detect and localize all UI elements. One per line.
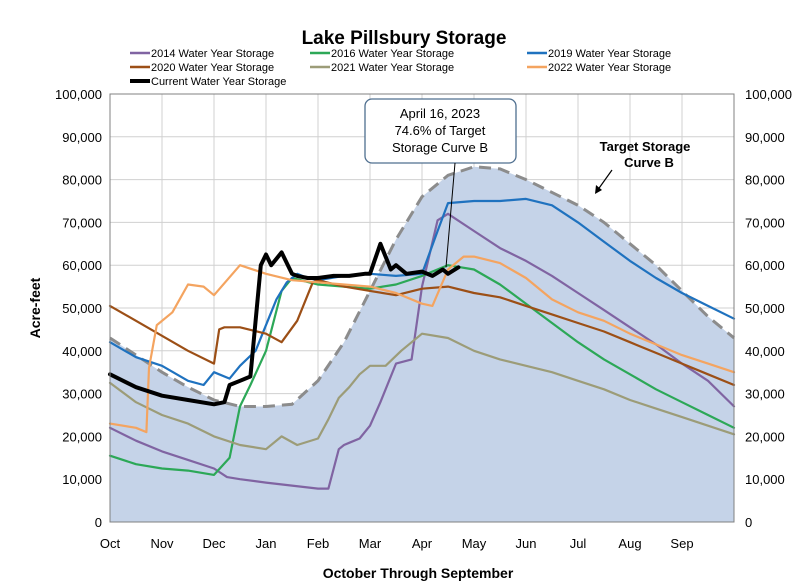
y-tick-label-right: 30,000 [745, 387, 785, 402]
x-tick-label-oct: Oct [100, 536, 121, 551]
series-line-2021-water-year-storage [108, 332, 736, 451]
chart-title: Lake Pillsbury Storage [302, 28, 507, 49]
y-tick-label-left: 10,000 [62, 472, 102, 487]
series-line-2022-water-year-storage [108, 255, 736, 434]
y-tick-label-left: 50,000 [62, 301, 102, 316]
legend-label: 2020 Water Year Storage [151, 62, 274, 74]
legend-label: 2019 Water Year Storage [548, 48, 671, 60]
y-tick-label-left: 40,000 [62, 344, 102, 359]
target-label-line-1: Target Storage [600, 139, 691, 154]
y-tick-label-left: 100,000 [55, 87, 102, 102]
y-tick-label-right: 0 [745, 515, 752, 530]
y-tick-label-right: 70,000 [745, 215, 785, 230]
legend-label: Current Water Year Storage [151, 76, 286, 88]
series-line-2020-water-year-storage [108, 279, 736, 387]
y-axis-left-ticks: 0 10,000 20,000 30,000 40,000 50,000 60,000 70,… [55, 87, 102, 530]
y-tick-label-right: 100,000 [745, 87, 792, 102]
y-tick-label-left: 80,000 [62, 173, 102, 188]
x-tick-label-feb: Feb [307, 536, 329, 551]
x-tick-label-sep: Sep [670, 536, 693, 551]
series-line-2016-water-year-storage [108, 264, 736, 476]
y-tick-label-right: 50,000 [745, 301, 785, 316]
x-tick-label-aug: Aug [618, 536, 641, 551]
y-tick-label-left: 20,000 [62, 429, 102, 444]
target-curve-area [110, 166, 734, 522]
axes [109, 93, 735, 523]
x-tick-label-apr: Apr [412, 536, 433, 551]
x-tick-label-jan: Jan [256, 536, 277, 551]
annotation-line-1: April 16, 2023 [400, 106, 480, 121]
x-tick-label-jul: Jul [570, 536, 587, 551]
x-tick-label-nov: Nov [150, 536, 174, 551]
x-axis-label: October Through September [323, 565, 514, 581]
legend-label: 2022 Water Year Storage [548, 62, 671, 74]
y-tick-label-left: 90,000 [62, 130, 102, 145]
legend: 2014 Water Year Storage 2016 Water Year S… [130, 48, 671, 88]
y-tick-label-left: 60,000 [62, 258, 102, 273]
plot-border [109, 93, 735, 523]
annotation-line-3: Storage Curve B [392, 140, 488, 155]
legend-label: 2016 Water Year Storage [331, 48, 454, 60]
y-axis-label: Acre-feet [27, 277, 43, 338]
target-curve-line [109, 165, 735, 408]
y-tick-label-right: 80,000 [745, 173, 785, 188]
series-lines [108, 197, 736, 490]
y-tick-label-right: 20,000 [745, 429, 785, 444]
y-tick-label-right: 60,000 [745, 258, 785, 273]
x-tick-label-may: May [462, 536, 487, 551]
target-label-line-2: Curve B [624, 155, 674, 170]
annotation-line-2: 74.6% of Target [395, 123, 486, 138]
target-curve-label: Target Storage Curve B [595, 139, 690, 194]
y-tick-label-left: 30,000 [62, 387, 102, 402]
x-tick-label-mar: Mar [359, 536, 382, 551]
x-tick-label-dec: Dec [202, 536, 226, 551]
y-tick-label-right: 90,000 [745, 130, 785, 145]
y-tick-label-right: 40,000 [745, 344, 785, 359]
legend-label: 2014 Water Year Storage [151, 48, 274, 60]
series-line-current-water-year-storage [108, 241, 461, 407]
legend-label: 2021 Water Year Storage [331, 62, 454, 74]
x-tick-label-jun: Jun [516, 536, 537, 551]
y-axis-right-ticks: 0 10,000 20,000 30,000 40,000 50,000 60,000 70,… [745, 87, 792, 530]
target-storage-curve [109, 165, 735, 522]
x-axis-ticks: Oct Nov Dec Jan Feb Mar Apr May Jun Jul Aug Sep [100, 536, 694, 551]
y-tick-label-right: 10,000 [745, 472, 785, 487]
series-line-2014-water-year-storage [108, 212, 736, 490]
y-tick-label-left: 70,000 [62, 215, 102, 230]
annotation-callout: April 16, 2023 74.6% of Target Storage C… [364, 98, 517, 268]
y-tick-label-left: 0 [95, 515, 102, 530]
